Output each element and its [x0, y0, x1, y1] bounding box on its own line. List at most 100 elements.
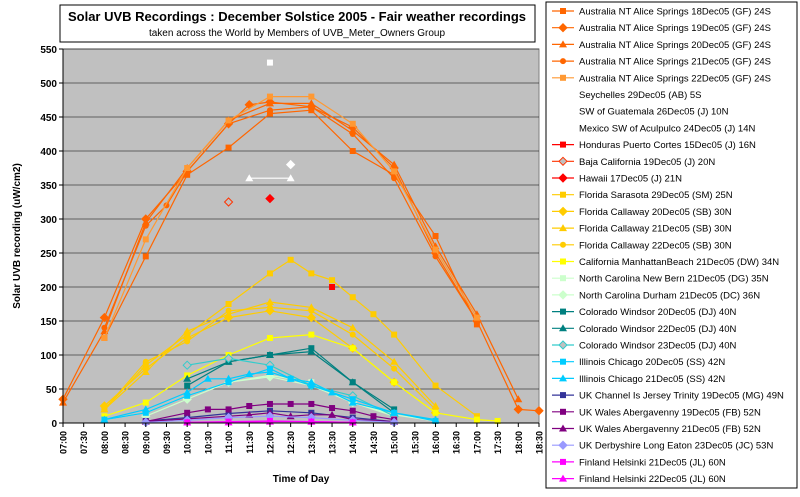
legend-item: Illinois Chicago 20Dec05 (SS) 42N: [552, 357, 725, 368]
legend-swatch-marker: [560, 458, 566, 465]
legend-item: Florida Callaway 20Dec05 (SB) 30N: [552, 206, 732, 218]
legend-swatch-marker: [560, 358, 566, 365]
y-axis-title: Solar UVB recording (uW/cm2): [12, 163, 23, 309]
series-line: [103, 95, 478, 339]
x-tick-label: 14:30: [369, 431, 379, 454]
legend-label: Florida Callaway 21Dec05 (SB) 30N: [579, 224, 732, 235]
y-tick-label: 100: [40, 351, 57, 362]
series-5: [266, 59, 273, 66]
data-point: [224, 418, 233, 426]
data-point: [182, 360, 192, 370]
legend-swatch-marker: [560, 408, 566, 415]
data-point: [225, 379, 232, 386]
legend-label: Florida Callaway 20Dec05 (SB) 30N: [579, 207, 732, 218]
legend-swatch-marker: [560, 241, 566, 248]
data-point: [494, 417, 501, 424]
y-tick-label: 300: [40, 215, 57, 226]
legend-label: UK Channel Is Jersey Trinity 19Dec05 (MG…: [579, 391, 784, 402]
data-point: [266, 400, 273, 407]
data-point: [391, 171, 398, 178]
legend-label: Illinois Chicago 21Dec05 (SS) 42N: [579, 374, 725, 385]
data-point: [223, 353, 234, 364]
series-line: [145, 403, 395, 423]
legend-label: UK Wales Abergavenny 19Dec05 (FB) 52N: [579, 407, 761, 418]
legend-swatch-marker: [560, 74, 566, 81]
legend: Australia NT Alice Springs 18Dec05 (GF) …: [552, 7, 784, 485]
data-point: [224, 374, 233, 382]
data-point: [225, 301, 232, 307]
legend-item: North Carolina Durham 21Dec05 (DC) 36N: [552, 290, 760, 301]
legend-box: [545, 1, 798, 489]
x-tick-label: 16:30: [452, 431, 462, 454]
legend-item: Florida Callaway 22Dec05 (SB) 30N: [552, 240, 732, 251]
x-tick-label: 15:00: [390, 431, 400, 454]
data-point: [349, 345, 356, 352]
data-point: [265, 297, 274, 305]
x-tick-label: 17:30: [493, 431, 503, 454]
data-point: [473, 314, 480, 321]
data-point: [286, 174, 295, 182]
y-tick-label: 200: [40, 283, 57, 294]
data-point: [349, 148, 356, 154]
x-tick-label: 10:00: [183, 431, 193, 454]
legend-swatch-marker: [558, 340, 568, 350]
x-tick-label: 12:00: [265, 431, 275, 454]
y-tick-label: 250: [40, 249, 57, 260]
legend-item: Colorado Windsor 20Dec05 (DJ) 40N: [552, 307, 736, 318]
legend-label: Illinois Chicago 20Dec05 (SS) 42N: [579, 357, 725, 368]
data-point: [349, 407, 356, 414]
y-tick-label: 0: [51, 419, 57, 430]
legend-swatch-marker: [559, 424, 567, 432]
data-point: [308, 331, 315, 338]
legend-label: North Carolina Durham 21Dec05 (DC) 36N: [579, 290, 760, 301]
legend-swatch-marker: [559, 324, 567, 332]
data-point: [204, 406, 211, 413]
data-point: [390, 408, 399, 416]
legend-item: Australia NT Alice Springs 18Dec05 (GF) …: [552, 7, 771, 18]
data-point: [265, 368, 274, 375]
data-point: [100, 415, 109, 423]
series-19: [183, 347, 399, 416]
x-tick-label: 07:00: [59, 431, 69, 454]
legend-label: Australia NT Alice Springs 18Dec05 (GF) …: [579, 7, 771, 18]
axes: 0 50 100 150 200 250 300 350 400 450 500 550 07:00 07…: [40, 45, 544, 454]
legend-item: Florida Sarasota 29Dec05 (SM) 25N: [552, 190, 733, 201]
data-point: [329, 284, 336, 290]
data-point: [391, 365, 398, 372]
x-tick-label: 10:30: [203, 431, 213, 454]
legend-swatch-marker: [558, 156, 568, 167]
data-point: [390, 160, 399, 168]
data-point: [265, 351, 274, 358]
chart-subtitle: taken across the World by Members of UVB…: [149, 28, 445, 39]
legend-item: North Carolina New Bern 21Dec05 (DG) 35N: [552, 274, 769, 285]
data-point: [370, 311, 377, 318]
data-point: [142, 236, 149, 243]
legend-swatch-marker: [560, 191, 566, 198]
data-point: [141, 405, 150, 413]
data-point: [308, 307, 315, 314]
x-tick-label: 14:00: [348, 431, 358, 454]
x-tick-label: 09:30: [162, 431, 172, 454]
legend-label: UK Wales Abergavenny 21Dec05 (FB) 52N: [579, 424, 761, 435]
legend-label: Florida Sarasota 29Dec05 (SM) 25N: [579, 190, 733, 201]
series-14: [101, 304, 439, 413]
x-tick-label: 18:30: [535, 431, 545, 454]
data-point: [245, 370, 254, 378]
data-point: [348, 398, 357, 406]
legend-label: Australia NT Alice Springs 21Dec05 (GF) …: [579, 57, 771, 68]
data-point: [432, 246, 439, 253]
data-point: [265, 193, 275, 204]
series-line: [104, 367, 436, 422]
x-tick-label: 17:00: [472, 431, 482, 454]
data-point: [266, 270, 273, 277]
data-point: [349, 294, 356, 301]
data-point: [141, 368, 150, 375]
chart-title: Solar UVB Recordings : December Solstice…: [68, 9, 526, 24]
x-tick-label: 08:00: [100, 431, 110, 454]
series-9: [223, 197, 234, 207]
series-line: [145, 412, 395, 423]
legend-swatch-marker: [559, 40, 567, 48]
series-6: [285, 159, 296, 170]
legend-item: Colorado Windsor 23Dec05 (DJ) 40N: [552, 340, 736, 352]
legend-label: Baja California 19Dec05 (J) 20N: [579, 157, 715, 168]
